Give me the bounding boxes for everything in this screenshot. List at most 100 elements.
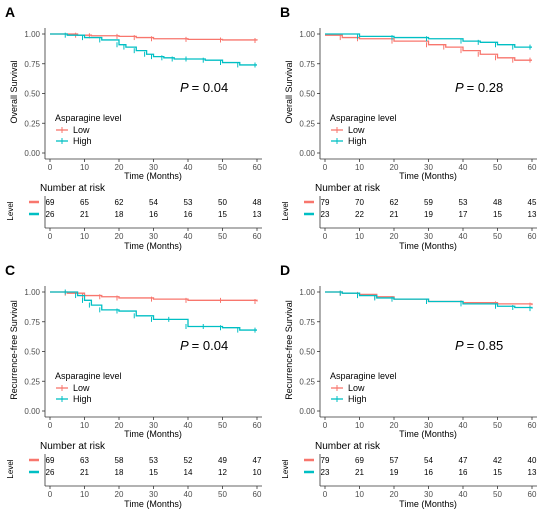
risk-x-tick-label: 20 <box>390 490 399 499</box>
p-value-annotation: P = 0.28 <box>455 80 503 95</box>
legend-label: High <box>73 136 92 146</box>
risk-count: 48 <box>493 198 502 207</box>
y-tick-label: 0.75 <box>299 318 315 327</box>
risk-count: 65 <box>80 198 89 207</box>
panel-label: D <box>280 262 290 278</box>
x-tick-label: 0 <box>323 163 328 172</box>
risk-count: 54 <box>149 198 158 207</box>
legend-title: Asparagine level <box>330 371 397 381</box>
y-tick-label: 1.00 <box>24 30 40 39</box>
legend-label: High <box>348 394 367 404</box>
y-tick-label: 0.00 <box>299 149 315 158</box>
risk-x-tick-label: 20 <box>390 232 399 241</box>
risk-count: 21 <box>390 210 399 219</box>
y-tick-label: 0.25 <box>24 377 40 386</box>
risk-count: 48 <box>253 198 262 207</box>
risk-count: 22 <box>355 210 364 219</box>
risk-count: 16 <box>459 468 468 477</box>
risk-count: 63 <box>80 456 89 465</box>
p-value-prefix: P <box>180 338 189 353</box>
risk-x-axis-title: Time (Months) <box>124 499 182 509</box>
y-tick-label: 0.75 <box>24 318 40 327</box>
risk-count: 52 <box>184 456 193 465</box>
x-tick-label: 10 <box>355 163 364 172</box>
x-tick-label: 10 <box>80 421 89 430</box>
risk-count: 79 <box>321 456 330 465</box>
x-tick-label: 60 <box>253 163 262 172</box>
risk-count: 45 <box>528 198 537 207</box>
x-tick-label: 50 <box>218 421 227 430</box>
risk-x-tick-label: 10 <box>355 232 364 241</box>
y-axis-title: Recurrence-free Survival <box>284 300 294 400</box>
risk-count: 21 <box>80 468 89 477</box>
y-tick-label: 0.25 <box>299 119 315 128</box>
y-axis-title: Overall Survival <box>284 60 294 123</box>
risk-count: 13 <box>253 210 262 219</box>
risk-count: 23 <box>321 468 330 477</box>
legend-label: Low <box>348 383 365 393</box>
risk-x-tick-label: 40 <box>459 232 468 241</box>
risk-count: 16 <box>149 210 158 219</box>
risk-count: 58 <box>115 456 124 465</box>
x-tick-label: 20 <box>390 421 399 430</box>
y-tick-label: 1.00 <box>299 30 315 39</box>
x-tick-label: 30 <box>149 163 158 172</box>
y-tick-label: 1.00 <box>299 288 315 297</box>
series-high-curve <box>50 33 257 66</box>
y-tick-label: 0.50 <box>24 90 40 99</box>
risk-count: 50 <box>218 198 227 207</box>
y-tick-label: 0.25 <box>299 377 315 386</box>
p-value-annotation: P = 0.04 <box>180 338 228 353</box>
risk-x-tick-label: 0 <box>48 232 53 241</box>
series-low-curve <box>50 33 258 41</box>
risk-count: 26 <box>46 210 55 219</box>
risk-count: 19 <box>424 210 433 219</box>
risk-count: 15 <box>493 210 502 219</box>
risk-x-tick-label: 10 <box>80 490 89 499</box>
risk-x-tick-label: 50 <box>218 232 227 241</box>
risk-table-title: Number at risk <box>40 441 106 452</box>
risk-x-tick-label: 0 <box>323 232 328 241</box>
risk-count: 16 <box>184 210 193 219</box>
risk-x-tick-label: 50 <box>493 490 502 499</box>
y-tick-label: 1.00 <box>24 288 40 297</box>
risk-x-tick-label: 10 <box>355 490 364 499</box>
risk-count: 62 <box>390 198 399 207</box>
series-high-curve <box>325 33 532 48</box>
risk-x-tick-label: 30 <box>424 490 433 499</box>
p-value: = 0.04 <box>192 338 229 353</box>
risk-count: 14 <box>184 468 193 477</box>
risk-x-tick-label: 20 <box>115 232 124 241</box>
x-tick-label: 20 <box>115 163 124 172</box>
x-tick-label: 20 <box>390 163 399 172</box>
x-tick-label: 0 <box>323 421 328 430</box>
risk-count: 40 <box>528 456 537 465</box>
y-axis-title: Overall Survival <box>9 60 19 123</box>
y-tick-label: 0.25 <box>24 119 40 128</box>
risk-count: 13 <box>528 468 537 477</box>
risk-count: 69 <box>46 456 55 465</box>
risk-count: 21 <box>80 210 89 219</box>
y-tick-label: 0.50 <box>299 90 315 99</box>
risk-count: 23 <box>321 210 330 219</box>
risk-x-tick-label: 50 <box>218 490 227 499</box>
risk-count: 10 <box>253 468 262 477</box>
series-high-curve <box>325 291 533 309</box>
y-axis-title: Recurrence-free Survival <box>9 300 19 400</box>
series-low-curve <box>50 291 258 302</box>
risk-count: 70 <box>355 198 364 207</box>
legend-label: High <box>348 136 367 146</box>
y-tick-label: 0.00 <box>24 149 40 158</box>
x-tick-label: 60 <box>253 421 262 430</box>
risk-count: 21 <box>355 468 364 477</box>
p-value-annotation: P = 0.85 <box>455 338 503 353</box>
legend-label: Low <box>348 125 365 135</box>
risk-count: 26 <box>46 468 55 477</box>
risk-count: 79 <box>321 198 330 207</box>
risk-count: 19 <box>390 468 399 477</box>
x-axis-title: Time (Months) <box>399 171 457 181</box>
risk-table-title: Number at risk <box>40 183 106 194</box>
risk-count: 42 <box>493 456 502 465</box>
risk-x-tick-label: 30 <box>149 490 158 499</box>
